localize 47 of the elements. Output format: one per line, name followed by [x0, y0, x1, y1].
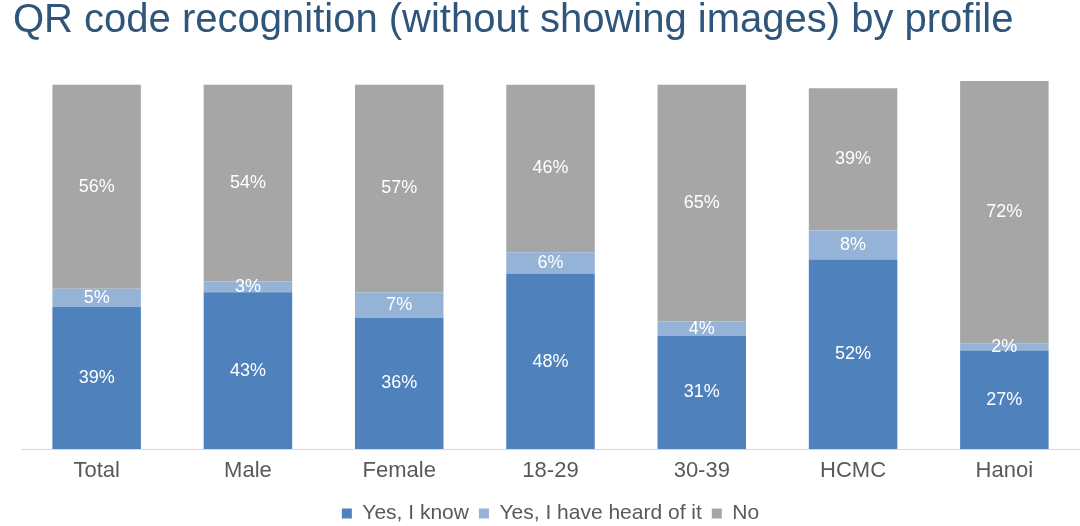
- bar: [354, 317, 444, 449]
- data-label: 56%: [78, 175, 115, 196]
- data-label: 52%: [835, 343, 872, 364]
- x-tick-label: Total: [73, 457, 120, 483]
- data-label: 48%: [532, 350, 569, 371]
- bar: [506, 252, 595, 275]
- data-label: 3%: [234, 275, 261, 296]
- data-label: 31%: [683, 381, 720, 402]
- bar: [808, 88, 898, 231]
- x-tick-label: HCMC: [820, 457, 887, 483]
- data-label: 65%: [683, 192, 720, 213]
- legend-label: No: [732, 500, 760, 524]
- data-label: 39%: [78, 366, 115, 387]
- data-label: 7%: [386, 294, 413, 315]
- bar: [808, 259, 898, 449]
- data-label: 5%: [83, 286, 110, 307]
- bar: [52, 306, 141, 449]
- bar: [203, 292, 293, 449]
- bar: [808, 230, 898, 260]
- bar: [52, 84, 141, 289]
- data-label: 8%: [840, 233, 867, 254]
- bar: [506, 84, 595, 253]
- x-tick-label: 18-29: [522, 457, 579, 483]
- x-tick-label: 30-39: [673, 457, 730, 483]
- chart-title: QR code recognition (without showing images) by profile: [13, 0, 1014, 41]
- data-label: 6%: [537, 252, 564, 273]
- x-tick-label: Male: [224, 457, 272, 483]
- bar: [354, 84, 444, 293]
- data-label: 57%: [381, 177, 418, 198]
- bar: [506, 274, 595, 449]
- data-label: 36%: [381, 372, 418, 393]
- data-label: 54%: [229, 171, 266, 192]
- bar: [354, 292, 444, 318]
- data-label: 4%: [688, 317, 715, 338]
- bar: [657, 84, 747, 322]
- x-tick-label: Female: [362, 457, 436, 483]
- x-tick-label: Hanoi: [975, 457, 1034, 483]
- data-label: 46%: [532, 157, 569, 178]
- data-label: 27%: [986, 388, 1023, 409]
- bar: [657, 336, 747, 449]
- bar: [960, 350, 1049, 449]
- data-label: 39%: [835, 148, 872, 169]
- data-label: 72%: [986, 201, 1023, 222]
- data-label: 43%: [229, 359, 266, 380]
- data-label: 2%: [991, 335, 1018, 356]
- legend-label: Yes, I have heard of it: [499, 500, 702, 524]
- legend-label: Yes, I know: [362, 500, 470, 524]
